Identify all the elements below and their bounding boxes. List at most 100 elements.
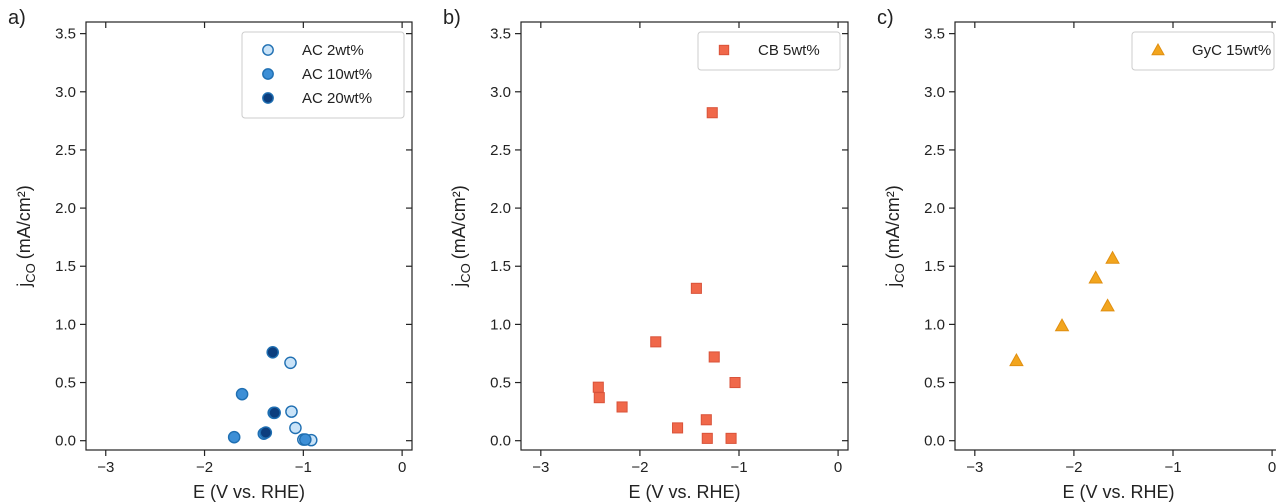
x-tick-label: −1 [1164, 459, 1181, 476]
data-point [690, 282, 702, 294]
panel-b: −3 −2 −1 0 0.0 0.5 1.0 1.5 2.0 2.5 3.0 3.5 b) E (V vs… [443, 7, 849, 502]
y-tick-label: 3.0 [924, 84, 945, 101]
y-tick-label: 1.0 [924, 316, 945, 333]
data-point [235, 387, 249, 401]
legend-marker [718, 44, 730, 56]
y-tick-label: 2.5 [490, 142, 511, 159]
y-tick-label: 3.5 [55, 26, 76, 43]
y-tick-label: 1.5 [490, 258, 511, 275]
data-point [1105, 250, 1120, 264]
legend-marker [262, 92, 274, 104]
y-axis-label-units: (mA/cm²) [449, 185, 469, 259]
y-tick-label: 0.5 [490, 375, 511, 392]
legend-label: CB 5wt% [758, 42, 820, 59]
data-point [284, 356, 297, 370]
x-tick-label: −2 [1065, 459, 1082, 476]
legend-box [1131, 31, 1275, 71]
x-tick-label: −2 [631, 459, 648, 476]
x-axis-label: E (V vs. RHE) [193, 482, 305, 502]
y-tick-label: 3.0 [490, 84, 511, 101]
data-point [592, 381, 604, 393]
data-point [259, 426, 273, 439]
data-point [593, 392, 605, 404]
y-tick-label: 2.5 [924, 142, 945, 159]
x-axis-label: E (V vs. RHE) [1062, 482, 1174, 502]
y-tick-label: 3.0 [55, 84, 76, 101]
y-tick-label: 0.0 [924, 433, 945, 450]
legend-label: AC 20wt% [302, 90, 372, 107]
y-tick-label: 3.5 [490, 26, 511, 43]
x-tick-label: −1 [295, 459, 312, 476]
data-point [650, 336, 662, 348]
legend-marker [1151, 42, 1165, 56]
legend-label: AC 2wt% [302, 42, 364, 59]
data-point [616, 401, 628, 413]
y-tick-label: 2.0 [490, 200, 511, 217]
x-tick-label: −2 [196, 459, 213, 476]
plot-frame [954, 21, 1276, 451]
y-axis-label: jCO (mA/cm²) [14, 185, 38, 287]
data-point [701, 432, 713, 444]
y-tick-label: 0.5 [924, 375, 945, 392]
data-point [1009, 352, 1024, 367]
x-tick-label: −3 [966, 459, 983, 476]
y-axis-label: jCO (mA/cm²) [449, 185, 473, 287]
y-axis-label-units: (mA/cm²) [883, 185, 903, 259]
y-tick-label: 1.0 [490, 316, 511, 333]
data-point [227, 430, 241, 444]
plot-frame [520, 21, 849, 451]
y-tick-label: 2.0 [924, 200, 945, 217]
x-tick-label: 0 [398, 459, 406, 476]
data-point [672, 422, 684, 434]
data-point [729, 377, 741, 389]
legend-marker [262, 68, 274, 80]
y-tick-label: 1.0 [55, 316, 76, 333]
data-point [1100, 298, 1115, 312]
legend-label: AC 10wt% [302, 66, 372, 83]
data-point [1054, 318, 1070, 332]
y-axis-label-units: (mA/cm²) [14, 185, 34, 259]
legend-label: GyC 15wt% [1192, 42, 1271, 59]
y-axis-label-symbol: j [449, 283, 469, 288]
panel-label: b) [443, 7, 461, 29]
y-axis-label-symbol: j [883, 283, 903, 288]
x-tick-label: −3 [97, 459, 114, 476]
y-axis-label-subscript: CO [458, 263, 473, 283]
legend-box [241, 31, 405, 119]
data-point [706, 107, 718, 119]
data-point [266, 346, 280, 359]
y-tick-label: 0.0 [490, 433, 511, 450]
y-tick-label: 3.5 [924, 26, 945, 43]
y-tick-label: 1.5 [55, 258, 76, 275]
y-axis-label-symbol: j [14, 283, 34, 288]
y-axis-label: jCO (mA/cm²) [883, 185, 907, 287]
data-point [289, 421, 302, 435]
panel-a: −3 −2 −1 0 0.0 0.5 1.0 1.5 2.0 2.5 3.0 3.5 a) E (V vs… [8, 7, 413, 502]
legend-marker [262, 44, 274, 56]
y-tick-label: 1.5 [924, 258, 945, 275]
x-tick-label: 0 [1268, 459, 1276, 476]
legend-box [697, 31, 841, 71]
y-tick-label: 2.0 [55, 200, 76, 217]
data-point [708, 351, 720, 363]
y-tick-label: 0.5 [55, 375, 76, 392]
y-tick-label: 2.5 [55, 142, 76, 159]
panel-label: c) [877, 7, 894, 29]
x-tick-label: −1 [730, 459, 747, 476]
panel-label: a) [8, 7, 26, 29]
x-tick-label: 0 [834, 459, 842, 476]
x-axis-label: E (V vs. RHE) [628, 482, 740, 502]
data-point [299, 433, 312, 446]
data-point [285, 405, 298, 418]
plot-frame [85, 21, 413, 451]
x-tick-label: −3 [532, 459, 549, 476]
data-point [1088, 270, 1103, 284]
data-point [725, 432, 737, 444]
panel-c: −3 −2 −1 0 0.0 0.5 1.0 1.5 2.0 2.5 3.0 3.5 c) E (V vs… [877, 7, 1276, 502]
data-point [700, 414, 712, 426]
y-axis-label-subscript: CO [892, 263, 907, 283]
y-tick-label: 0.0 [55, 433, 76, 450]
y-axis-label-subscript: CO [23, 263, 38, 283]
data-point [268, 406, 281, 420]
